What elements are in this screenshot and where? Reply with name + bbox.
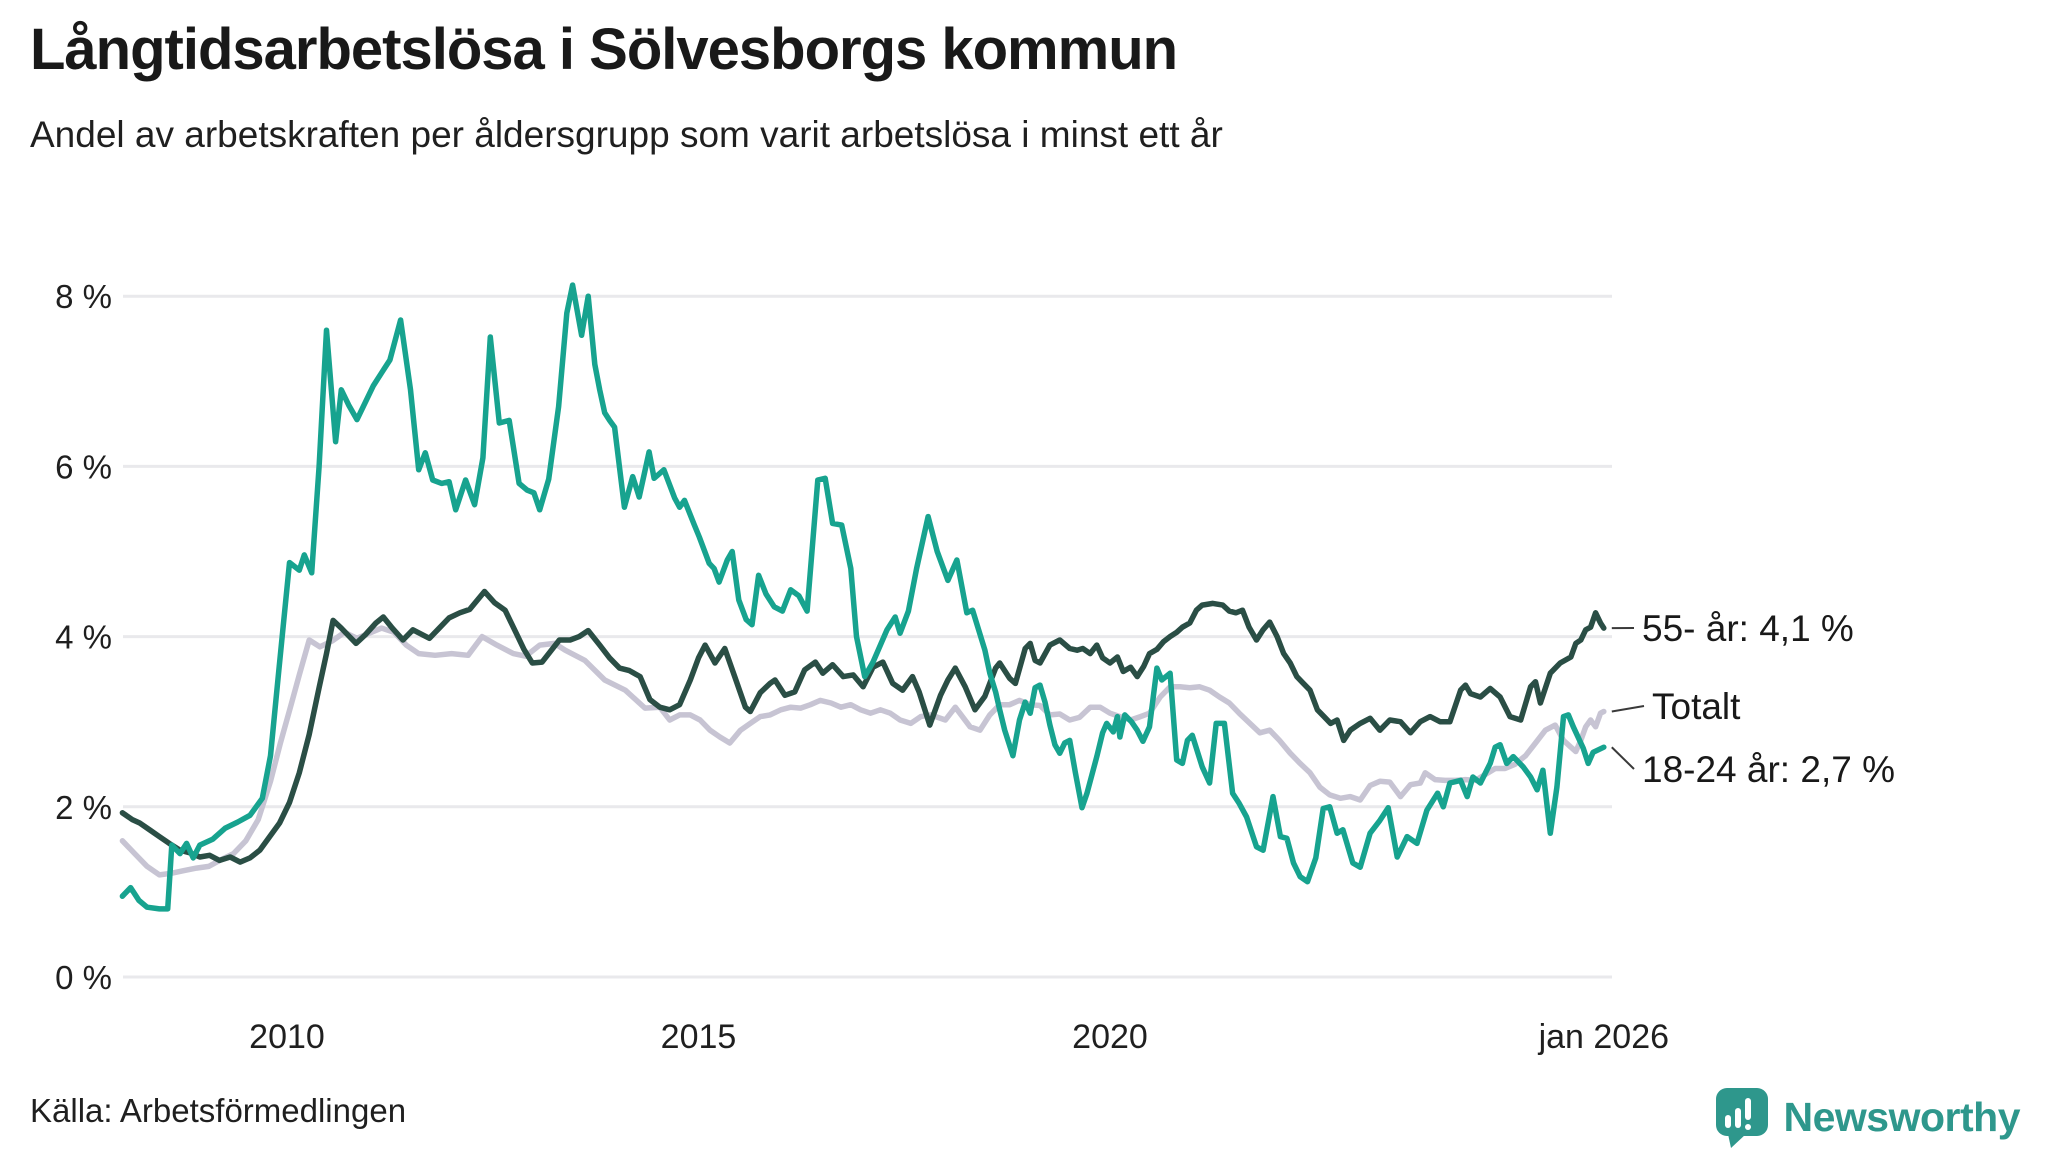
source-note: Källa: Arbetsförmedlingen <box>30 1092 407 1129</box>
series-line-55-r <box>119 588 1607 865</box>
y-tick-label: 8 % <box>55 278 112 315</box>
series-end-label-18-24-r: 18-24 år: 2,7 % <box>1642 749 1895 790</box>
y-tick-label: 0 % <box>55 959 112 996</box>
y-tick-label: 4 % <box>55 619 112 656</box>
x-tick-label: 2010 <box>249 1018 325 1056</box>
y-tick-label: 2 % <box>55 789 112 826</box>
series-line-18-24-r <box>119 282 1607 912</box>
y-tick-label: 6 % <box>55 448 112 485</box>
label-leader-line <box>1611 705 1645 713</box>
series-end-label-55-r: 55- år: 4,1 % <box>1642 608 1854 649</box>
newsworthy-wordmark: Newsworthy <box>1783 1093 2021 1140</box>
page-title: Långtidsarbetslösa i Sölvesborgs kommun <box>30 17 1178 82</box>
x-tick-label: jan 2026 <box>1538 1018 1669 1056</box>
label-leader-line <box>1611 746 1635 770</box>
x-tick-label: 2020 <box>1072 1018 1148 1056</box>
newsworthy-logo-icon <box>1715 1088 1768 1148</box>
series-end-label-totalt: Totalt <box>1652 686 1741 727</box>
x-tick-label: 2015 <box>661 1018 737 1056</box>
newsworthy-logo: Newsworthy <box>1714 1086 2021 1148</box>
page-subtitle: Andel av arbetskraften per åldersgrupp s… <box>30 114 1223 155</box>
